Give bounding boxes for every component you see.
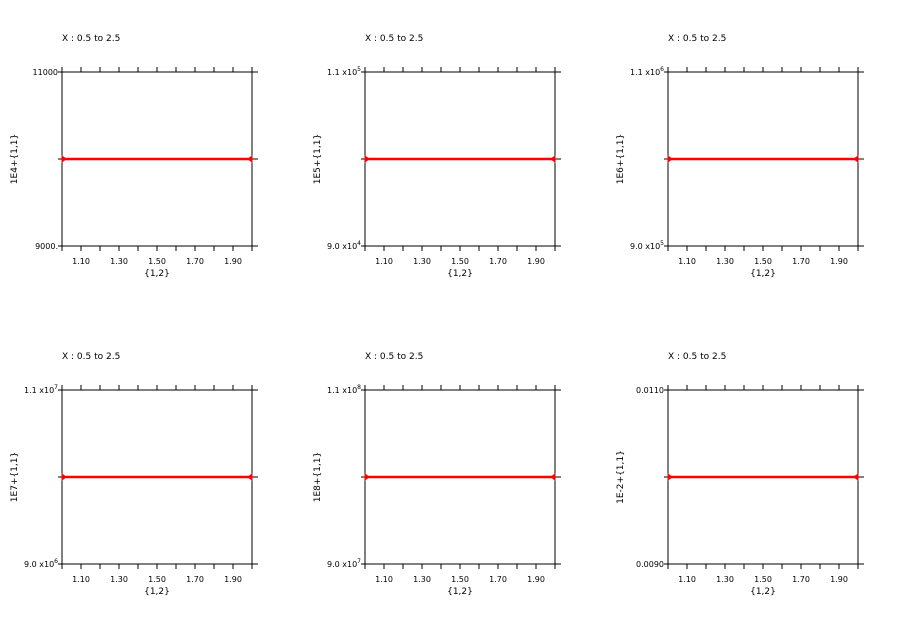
y-tick-label: 0.0090 (636, 560, 664, 569)
x-axis-label: {1,2} (447, 269, 473, 279)
y-tick-label: 9.0 x106 (24, 558, 58, 569)
data-point (364, 155, 370, 163)
y-axis-label: 1E4+{1,1} (10, 134, 20, 184)
y-tick-label: 9000. (35, 242, 58, 251)
x-tick-label: 1.90 (830, 575, 848, 584)
chart-title: X : 0.5 to 2.5 (365, 34, 423, 44)
x-axis-label: {1,2} (144, 269, 170, 279)
data-point (550, 155, 556, 163)
x-axis-label: {1,2} (750, 269, 776, 279)
x-tick-label: 1.90 (830, 257, 848, 266)
y-tick-label: 1.1 x108 (327, 384, 361, 395)
x-tick-label: 1.50 (451, 575, 469, 584)
data-point (61, 155, 67, 163)
chart-title: X : 0.5 to 2.5 (668, 352, 726, 362)
chart-panel: X : 0.5 to 2.5 1.10 1.30 1.50 1.70 1.90 {1,2} 1… (313, 34, 561, 279)
data-point (61, 473, 67, 481)
chart-panel: X : 0.5 to 2.5 1.10 1.30 1.50 1.70 1.90 {1,2} 1… (10, 34, 258, 279)
chart-title: X : 0.5 to 2.5 (62, 34, 120, 44)
data-point (667, 155, 673, 163)
x-axis-label: {1,2} (144, 587, 170, 597)
x-tick-label: 1.10 (375, 575, 393, 584)
chart-panel: X : 0.5 to 2.5 1.10 1.30 1.50 1.70 1.90 {1,2} 1… (616, 34, 864, 279)
data-point (853, 155, 859, 163)
x-axis-label: {1,2} (750, 587, 776, 597)
data-point (364, 473, 370, 481)
x-tick-label: 1.50 (754, 257, 772, 266)
y-tick-label: 1.1 x106 (630, 66, 664, 77)
chart-panel: X : 0.5 to 2.5 1.10 1.30 1.50 1.70 1.90 {1,2} 1… (313, 352, 561, 597)
y-tick-label: 9.0 x105 (630, 240, 664, 251)
x-tick-label: 1.10 (72, 575, 90, 584)
x-tick-label: 1.30 (110, 575, 128, 584)
x-tick-label: 1.70 (792, 257, 810, 266)
y-tick-label: 0.0110 (636, 386, 664, 395)
data-point (247, 155, 253, 163)
chart-title: X : 0.5 to 2.5 (365, 352, 423, 362)
chart-panel: X : 0.5 to 2.5 1.10 1.30 1.50 1.70 1.90 {1,2} 0… (616, 352, 864, 597)
y-tick-label: 11000 (33, 68, 58, 77)
x-tick-label: 1.70 (489, 257, 507, 266)
x-tick-label: 1.70 (186, 257, 204, 266)
y-axis-label: 1E7+{1,1} (10, 452, 20, 502)
x-tick-label: 1.70 (489, 575, 507, 584)
y-tick-label: 1.1 x107 (24, 384, 58, 395)
data-point (247, 473, 253, 481)
y-tick-label: 9.0 x104 (327, 240, 361, 251)
x-tick-label: 1.50 (148, 257, 166, 266)
data-point (550, 473, 556, 481)
x-tick-label: 1.30 (716, 257, 734, 266)
x-tick-label: 1.50 (451, 257, 469, 266)
x-tick-label: 1.30 (110, 257, 128, 266)
data-point (853, 473, 859, 481)
y-axis-label: 1E5+{1,1} (313, 134, 323, 184)
x-tick-label: 1.10 (678, 257, 696, 266)
x-axis-label: {1,2} (447, 587, 473, 597)
x-tick-label: 1.30 (716, 575, 734, 584)
y-axis-label: 1E-2+{1,1} (616, 450, 626, 504)
x-tick-label: 1.10 (72, 257, 90, 266)
x-tick-label: 1.10 (375, 257, 393, 266)
y-tick-label: 9.0 x107 (327, 558, 361, 569)
x-tick-label: 1.30 (413, 257, 431, 266)
x-tick-label: 1.90 (224, 575, 242, 584)
x-tick-label: 1.90 (527, 257, 545, 266)
x-tick-label: 1.90 (224, 257, 242, 266)
y-tick-label: 1.1 x105 (327, 66, 361, 77)
y-axis-label: 1E6+{1,1} (616, 134, 626, 184)
x-tick-label: 1.50 (754, 575, 772, 584)
x-tick-label: 1.50 (148, 575, 166, 584)
chart-panel: X : 0.5 to 2.5 1.10 1.30 1.50 1.70 1.90 {1,2} 1… (10, 352, 258, 597)
data-point (667, 473, 673, 481)
x-tick-label: 1.90 (527, 575, 545, 584)
x-tick-label: 1.70 (186, 575, 204, 584)
x-tick-label: 1.10 (678, 575, 696, 584)
chart-title: X : 0.5 to 2.5 (62, 352, 120, 362)
x-tick-label: 1.70 (792, 575, 810, 584)
x-tick-label: 1.30 (413, 575, 431, 584)
y-axis-label: 1E8+{1,1} (313, 452, 323, 502)
chart-title: X : 0.5 to 2.5 (668, 34, 726, 44)
